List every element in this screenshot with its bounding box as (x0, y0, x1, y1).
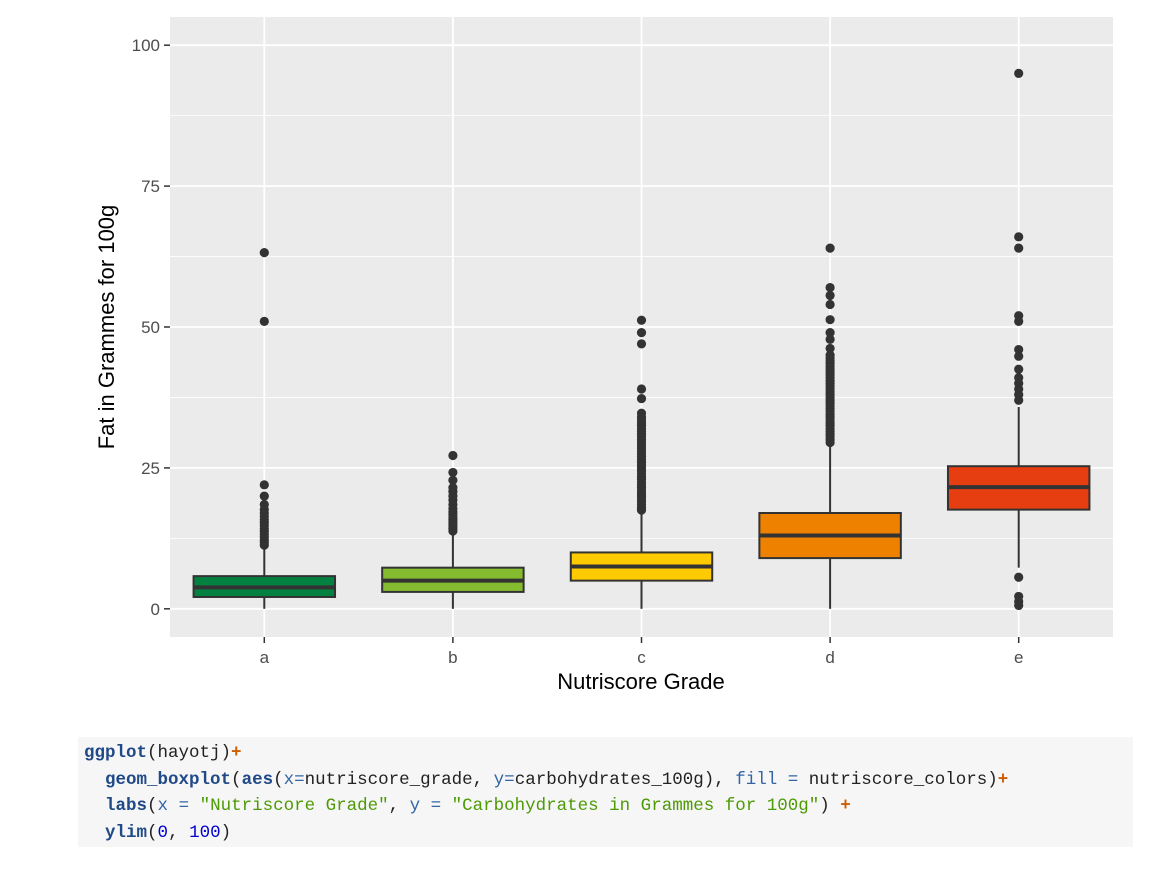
code-line: geom_boxplot(aes(x=nutriscore_grade, y=c… (84, 767, 1133, 794)
outlier-point (1014, 364, 1024, 374)
code-token (84, 770, 105, 790)
y-tick-label: 25 (141, 459, 160, 478)
outlier-point (1014, 591, 1024, 602)
x-tick-label: e (1014, 648, 1023, 667)
y-tick-label: 75 (141, 177, 160, 196)
box-group-e (946, 68, 1091, 611)
boxes (192, 68, 1091, 611)
code-line: ggplot(hayotj)+ (84, 740, 1133, 767)
code-token: = (168, 796, 200, 816)
box-group-a (192, 248, 337, 609)
code-token: geom_boxplot (105, 769, 232, 790)
outlier-point (1014, 243, 1024, 253)
boxplot-chart: 0 25 50 75 100 a b c d e Nutriscore Grade Fat in … (94, 17, 1113, 694)
outlier-point (825, 328, 835, 338)
code-token: ) (220, 822, 232, 843)
outlier-point (448, 483, 458, 493)
code-token: fill (735, 769, 778, 790)
outlier-point (1014, 572, 1024, 582)
code-token: nutriscore_grade, (304, 769, 494, 790)
code-token: 100 (189, 822, 221, 843)
outlier-point (825, 243, 835, 253)
outlier-point (825, 315, 835, 325)
code-block: ggplot(hayotj)+ geom_boxplot(aes(x=nutri… (78, 737, 1133, 847)
outlier-point (1014, 232, 1024, 242)
code-token: x (283, 769, 295, 790)
code-token: x (157, 796, 169, 816)
code-token: = (777, 769, 809, 790)
x-tick-label: a (260, 648, 270, 667)
x-tick-label: c (637, 648, 646, 667)
code-token: + (997, 769, 1009, 790)
code-token: nutriscore_colors) (808, 769, 998, 790)
outlier-point (259, 499, 269, 510)
outlier-point (636, 408, 647, 418)
outlier-point (636, 339, 647, 349)
code-token: aes (241, 769, 274, 790)
outlier-point (259, 316, 269, 326)
outlier-point (1014, 344, 1024, 355)
outlier-point (636, 328, 647, 338)
outlier-point (825, 350, 835, 360)
code-token: , (388, 796, 410, 816)
box-group-d (758, 243, 902, 609)
outlier-point (1014, 311, 1024, 321)
code-token: labs (105, 796, 148, 816)
code-token: y (493, 769, 505, 790)
code-token: (hayotj) (147, 743, 232, 763)
x-tick-label: b (448, 648, 457, 667)
outlier-point (259, 248, 269, 258)
y-tick-label: 50 (141, 318, 160, 337)
outlier-point (636, 393, 647, 404)
code-token: + (840, 796, 851, 816)
outlier-point (636, 384, 647, 394)
code-token: "Nutriscore Grade" (199, 796, 389, 816)
y-tick-label: 100 (132, 36, 160, 55)
axes: 0 25 50 75 100 a b c d e (132, 36, 1024, 667)
code-token: = (294, 769, 305, 790)
code-token: ) (819, 796, 841, 816)
y-tick-label: 0 (151, 600, 160, 619)
outlier-point (636, 315, 647, 325)
code-token: "Carbohydrates in Grammes for 100g" (451, 796, 820, 816)
code-token: ( (147, 822, 158, 843)
code-token: ggplot (84, 743, 148, 763)
code-token (84, 796, 105, 816)
outlier-point (1014, 68, 1024, 78)
code-token: ( (231, 769, 242, 790)
code-token (84, 823, 105, 843)
code-token: = (504, 769, 515, 790)
code-token: 0 (157, 822, 169, 843)
outlier-point (825, 299, 835, 310)
y-axis-title: Fat in Grammes for 100g (94, 205, 119, 450)
outlier-point (448, 450, 458, 461)
box-group-c (569, 315, 714, 609)
code-line: labs(x = "Nutriscore Grade", y = "Carboh… (84, 793, 1133, 820)
code-token: ( (273, 769, 284, 790)
outlier-point (825, 282, 835, 293)
code-token: + (231, 743, 242, 763)
outlier-point (259, 480, 269, 490)
code-token: y (409, 796, 421, 816)
outlier-point (825, 290, 835, 301)
outlier-point (825, 334, 835, 344)
outlier-point (825, 343, 835, 354)
box-group-b (381, 450, 525, 609)
code-token: ylim (105, 822, 148, 843)
outlier-point (259, 491, 269, 501)
code-token: carbohydrates_100g), (514, 769, 736, 790)
outlier-point (1014, 351, 1024, 361)
code-line: ylim(0, 100) (84, 820, 1133, 847)
code-token: ( (147, 796, 158, 816)
x-axis-title: Nutriscore Grade (557, 669, 725, 694)
outlier-point (448, 467, 458, 478)
outlier-point (448, 475, 458, 485)
outlier-point (1014, 373, 1024, 383)
code-token: , (168, 822, 190, 843)
x-tick-label: d (825, 648, 834, 667)
code-token: = (420, 796, 452, 816)
